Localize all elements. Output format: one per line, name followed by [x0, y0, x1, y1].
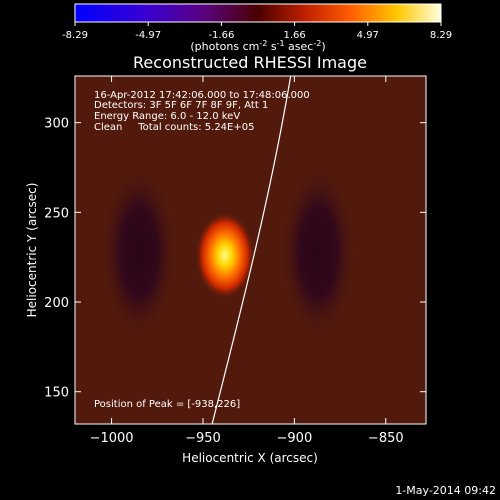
y-tick-label: 150	[44, 386, 69, 401]
peak-position-label: Position of Peak = [-938,226]	[94, 399, 240, 410]
plot-frame	[74, 75, 427, 425]
colorbar-tick-label: -1.66	[208, 30, 234, 41]
peak-source	[194, 211, 255, 300]
y-tick-label: 250	[44, 206, 69, 221]
footer-timestamp: 1-May-2014 09:42	[395, 484, 496, 497]
colorbar-units: (photons cm-2 s-1 asec-2)	[190, 39, 325, 53]
x-tick-label: −850	[368, 431, 404, 446]
colorbar-tick-label: -4.97	[135, 30, 161, 41]
annotation-time-range: 16-Apr-2012 17:42:06.000 to 17:48:06.000	[94, 90, 310, 101]
solar-limb-curve	[211, 76, 292, 424]
peak-blob	[194, 211, 255, 300]
y-tick-label: 300	[44, 117, 69, 132]
colorbar-ticks: -8.29 -4.97 -1.66 1.66 4.97 8.29	[62, 22, 452, 41]
annotation-block: 16-Apr-2012 17:42:06.000 to 17:48:06.000…	[94, 90, 310, 133]
colorbar-tick-label: -8.29	[62, 30, 88, 41]
negative-lobe-0	[100, 163, 177, 340]
colorbar-tick-label: 4.97	[357, 30, 379, 41]
plot-title: Reconstructed RHESSI Image	[133, 53, 367, 72]
plot-axes: −1000 −950 −900 −850 150 200 250 300	[44, 76, 426, 446]
colorbar-tick-label: 1.66	[283, 30, 305, 41]
x-axis-title: Heliocentric X (arcsec)	[182, 451, 318, 465]
annotation-detectors: Detectors: 3F 5F 6F 7F 8F 9F, Att 1	[94, 100, 268, 111]
colorbar	[74, 3, 442, 23]
heatmap-image	[75, 76, 426, 424]
x-tick-label: −900	[277, 431, 313, 446]
annotation-energy-range: Energy Range: 6.0 - 12.0 keV	[94, 111, 240, 122]
y-axis-title: Heliocentric Y (arcsec)	[25, 183, 39, 318]
x-tick-label: −950	[185, 431, 221, 446]
negative-lobes	[100, 163, 357, 340]
negative-lobe-1	[280, 163, 357, 340]
x-tick-label: −1000	[90, 431, 134, 446]
annotation-total-counts: Clean Total counts: 5.24E+05	[94, 122, 254, 133]
colorbar-tick-label: 8.29	[430, 30, 452, 41]
y-tick-label: 200	[44, 296, 69, 311]
